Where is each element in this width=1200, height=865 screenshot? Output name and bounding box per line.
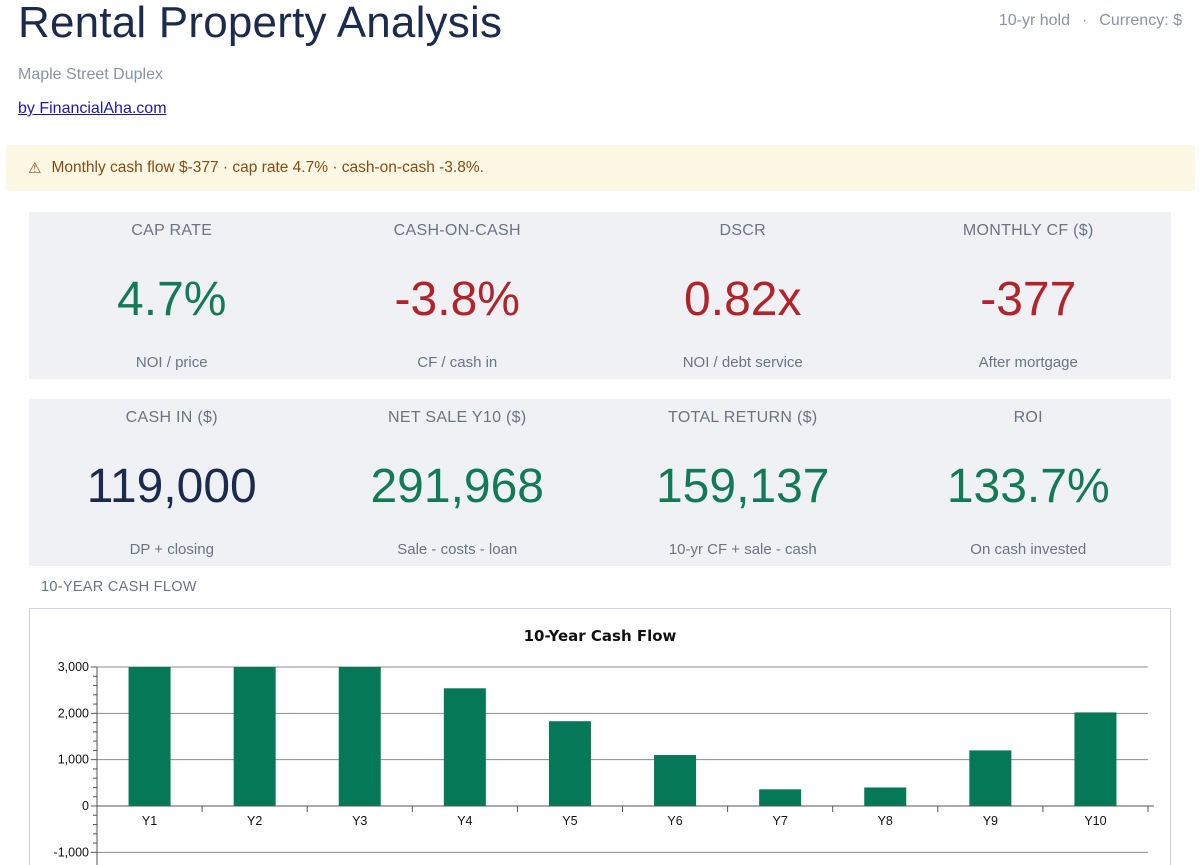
bar-y4 bbox=[443, 688, 486, 806]
currency-label: Currency: $ bbox=[1099, 12, 1182, 29]
y-tick-label: 1,000 bbox=[58, 753, 89, 767]
bar-y8 bbox=[864, 787, 907, 806]
kpi-label: NET SALE Y10 ($) bbox=[388, 409, 527, 426]
kpi-roi: ROI 133.7% On cash invested bbox=[886, 399, 1172, 566]
kpi-subtext: CF / cash in bbox=[417, 354, 498, 371]
bar-y6 bbox=[654, 755, 697, 806]
kpi-subtext: 10-yr CF + sale - cash bbox=[668, 541, 817, 558]
kpi-subtext: NOI / price bbox=[135, 354, 208, 371]
x-tick-label: Y2 bbox=[247, 814, 262, 828]
x-tick-label: Y6 bbox=[667, 814, 682, 828]
x-tick-label: Y9 bbox=[983, 814, 998, 828]
kpi-cap-rate: CAP RATE 4.7% NOI / price bbox=[29, 212, 315, 379]
chart-section-label: 10-YEAR CASH FLOW bbox=[41, 579, 197, 595]
kpi-value: 133.7% bbox=[946, 460, 1110, 513]
kpi-value: 0.82x bbox=[684, 273, 802, 326]
kpi-value: -377 bbox=[980, 273, 1077, 326]
x-tick-label: Y7 bbox=[773, 814, 788, 828]
x-tick-label: Y1 bbox=[142, 814, 157, 828]
header-meta: 10-yr hold · Currency: $ bbox=[999, 12, 1182, 30]
kpi-monthly-cf: MONTHLY CF ($) -377 After mortgage bbox=[886, 212, 1172, 379]
kpi-value: 119,000 bbox=[86, 460, 257, 513]
x-tick-label: Y8 bbox=[878, 814, 893, 828]
y-tick-label: 0 bbox=[82, 799, 89, 813]
kpi-subtext: DP + closing bbox=[129, 541, 214, 558]
kpi-net-sale: NET SALE Y10 ($) 291,968 Sale - costs - … bbox=[315, 399, 601, 566]
kpi-label: TOTAL RETURN ($) bbox=[668, 409, 818, 426]
x-tick-label: Y3 bbox=[352, 814, 367, 828]
header-separator: · bbox=[1081, 12, 1088, 29]
kpi-label: MONTHLY CF ($) bbox=[962, 222, 1094, 239]
kpi-label: DSCR bbox=[719, 222, 767, 239]
kpi-value: 4.7% bbox=[117, 273, 227, 326]
x-tick-label: Y4 bbox=[457, 814, 472, 828]
bar-y7 bbox=[759, 789, 802, 806]
kpi-total-return: TOTAL RETURN ($) 159,137 10-yr CF + sale… bbox=[600, 399, 886, 566]
bar-y10 bbox=[1074, 712, 1117, 806]
kpi-label: ROI bbox=[1013, 409, 1043, 426]
x-tick-label: Y5 bbox=[562, 814, 577, 828]
chart-svg: 10-Year Cash Flow 3,000 2,000 1,000 0 -1,000 Y… bbox=[54, 627, 1154, 865]
kpi-subtext: On cash invested bbox=[970, 541, 1087, 558]
alert-text: Monthly cash flow $-377 · cap rate 4.7% … bbox=[51, 159, 484, 176]
bar-y1 bbox=[128, 667, 171, 806]
kpi-row-returns: CAP RATE 4.7% NOI / price CASH-ON-CASH -… bbox=[29, 212, 1171, 379]
kpi-dscr: DSCR 0.82x NOI / debt service bbox=[600, 212, 886, 379]
kpi-label: CAP RATE bbox=[131, 222, 213, 239]
cash-flow-alert: ⚠ Monthly cash flow $-377 · cap rate 4.7… bbox=[6, 145, 1195, 191]
y-tick-label: 3,000 bbox=[58, 660, 89, 674]
kpi-subtext: Sale - costs - loan bbox=[397, 541, 518, 558]
kpi-row-totals: CASH IN ($) 119,000 DP + closing NET SAL… bbox=[29, 399, 1171, 566]
bar-y9 bbox=[969, 750, 1012, 806]
kpi-value: -3.8% bbox=[394, 273, 520, 326]
x-tick-label: Y10 bbox=[1084, 814, 1106, 828]
kpi-label: CASH-ON-CASH bbox=[393, 222, 521, 239]
bar-y5 bbox=[548, 721, 591, 806]
cash-flow-chart: 10-Year Cash Flow 3,000 2,000 1,000 0 -1,000 Y… bbox=[29, 608, 1171, 865]
kpi-subtext: After mortgage bbox=[978, 354, 1078, 371]
y-tick-label: -1,000 bbox=[54, 845, 89, 859]
page-title: Rental Property Analysis bbox=[18, 0, 503, 47]
kpi-cash-on-cash: CASH-ON-CASH -3.8% CF / cash in bbox=[315, 212, 601, 379]
kpi-cash-in: CASH IN ($) 119,000 DP + closing bbox=[29, 399, 315, 566]
kpi-subtext: NOI / debt service bbox=[682, 354, 803, 371]
bar-y3 bbox=[338, 667, 381, 806]
kpi-value: 291,968 bbox=[370, 460, 544, 513]
kpi-value: 159,137 bbox=[655, 460, 830, 513]
hold-period: 10-yr hold bbox=[998, 12, 1070, 29]
warning-icon: ⚠ bbox=[28, 160, 42, 177]
kpi-label: CASH IN ($) bbox=[125, 409, 218, 426]
bar-y2 bbox=[233, 667, 276, 806]
chart-title: 10-Year Cash Flow bbox=[524, 627, 677, 645]
byline-link[interactable]: by FinancialAha.com bbox=[18, 100, 167, 117]
y-tick-label: 2,000 bbox=[58, 706, 89, 720]
property-name: Maple Street Duplex bbox=[18, 66, 163, 83]
